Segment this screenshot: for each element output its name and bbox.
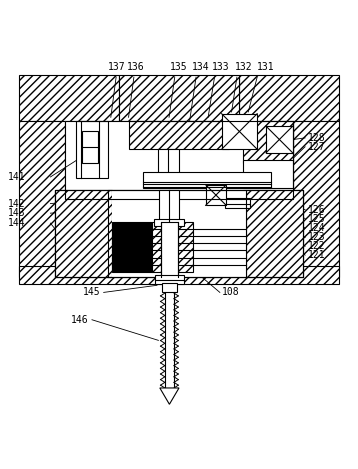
Bar bbox=[118, 75, 240, 121]
Bar bbox=[240, 75, 339, 121]
Bar bbox=[153, 222, 193, 272]
Text: 142: 142 bbox=[8, 198, 25, 209]
Bar bbox=[144, 172, 271, 189]
Bar bbox=[76, 121, 108, 178]
Bar bbox=[247, 190, 303, 277]
Bar bbox=[65, 121, 293, 199]
Bar bbox=[55, 190, 303, 277]
Bar bbox=[55, 190, 303, 277]
Bar bbox=[129, 121, 229, 149]
Text: 128: 128 bbox=[308, 133, 325, 143]
Text: 121: 121 bbox=[308, 250, 325, 260]
Text: 132: 132 bbox=[235, 62, 253, 72]
Text: 122: 122 bbox=[308, 241, 325, 251]
Text: 146: 146 bbox=[71, 315, 88, 325]
Text: 145: 145 bbox=[82, 287, 100, 297]
Bar bbox=[65, 121, 293, 199]
Bar bbox=[243, 121, 293, 164]
Text: 125: 125 bbox=[308, 213, 325, 224]
Bar bbox=[293, 121, 339, 277]
Bar bbox=[162, 283, 177, 292]
Text: 108: 108 bbox=[222, 287, 240, 297]
Text: 144: 144 bbox=[8, 218, 25, 228]
Polygon shape bbox=[160, 388, 179, 404]
Text: 134: 134 bbox=[192, 62, 209, 72]
Bar bbox=[55, 190, 111, 277]
Bar bbox=[158, 149, 179, 178]
Text: 137: 137 bbox=[108, 62, 126, 72]
Bar bbox=[159, 190, 179, 222]
Text: 127: 127 bbox=[308, 142, 325, 152]
Bar bbox=[243, 160, 293, 189]
Bar bbox=[19, 121, 65, 277]
Bar bbox=[108, 190, 247, 277]
Text: 135: 135 bbox=[169, 62, 187, 72]
Text: 123: 123 bbox=[308, 232, 325, 242]
Bar bbox=[155, 275, 184, 284]
Bar bbox=[266, 126, 293, 153]
Text: 131: 131 bbox=[257, 62, 275, 72]
Bar bbox=[82, 131, 98, 164]
Bar bbox=[222, 113, 257, 149]
Text: 126: 126 bbox=[308, 204, 325, 215]
Bar bbox=[160, 222, 178, 277]
Text: 143: 143 bbox=[8, 208, 25, 218]
Bar bbox=[19, 75, 118, 121]
Bar bbox=[205, 185, 226, 205]
Bar bbox=[154, 219, 184, 226]
Text: 124: 124 bbox=[308, 223, 325, 233]
Text: 133: 133 bbox=[212, 62, 230, 72]
Text: 141: 141 bbox=[8, 172, 25, 182]
Text: 136: 136 bbox=[127, 62, 145, 72]
Bar bbox=[225, 198, 250, 208]
Bar bbox=[19, 266, 339, 284]
Bar bbox=[111, 222, 153, 272]
Bar bbox=[111, 190, 247, 277]
